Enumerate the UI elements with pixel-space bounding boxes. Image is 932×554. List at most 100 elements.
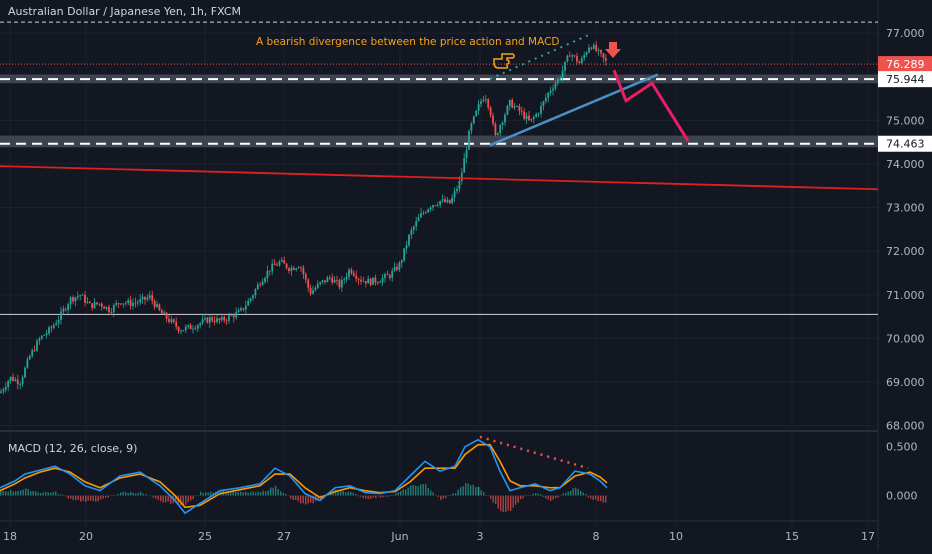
macd-histogram-bar [197, 495, 199, 496]
macd-histogram-bar [240, 491, 242, 496]
time-axis[interactable]: 18 20 25 27 Jun 3 8 10 15 17 [3, 530, 875, 543]
candle-body [100, 303, 103, 307]
macd-histogram-bar [485, 494, 487, 496]
macd-histogram-bar [32, 491, 34, 496]
candle-body [28, 356, 31, 360]
time-tick-label: 18 [3, 530, 17, 543]
candle-body [180, 331, 182, 333]
macd-histogram-bar [515, 495, 517, 505]
macd-histogram-bar [10, 490, 12, 496]
macd-histogram-bar [185, 495, 187, 505]
candle-body [146, 297, 149, 300]
candle-body [40, 335, 43, 339]
candle-body [338, 280, 341, 288]
candle-body [21, 377, 24, 385]
candle-body [408, 234, 410, 246]
candle-body [472, 116, 475, 124]
macd-histogram-bar [30, 491, 32, 496]
macd-axis[interactable]: 0.500 0.000 [886, 441, 918, 503]
candle-body [69, 297, 72, 305]
macd-histogram-bar [67, 495, 69, 499]
bearish-projection-path [612, 69, 690, 142]
macd-histogram-bar [217, 490, 219, 496]
macd-histogram-bar [235, 492, 237, 496]
candle-body [93, 302, 96, 309]
candle-body [535, 113, 538, 117]
macd-histogram-bar [317, 495, 319, 501]
candle-body [386, 274, 389, 276]
price-axis[interactable]: 77.00076.00075.00074.00073.00072.00071.0… [878, 27, 932, 433]
candle-body [477, 104, 480, 111]
macd-histogram-bar [520, 495, 522, 500]
macd-histogram-bar [497, 495, 499, 509]
macd-histogram-bar [147, 495, 149, 497]
macd-histogram-bar [257, 491, 259, 496]
macd-histogram-bar [82, 495, 84, 501]
macd-histogram-bar [360, 495, 362, 497]
candle-body [448, 199, 451, 204]
candle-body [564, 61, 566, 71]
candle-body [460, 172, 463, 181]
macd-lower-high-line [479, 435, 589, 470]
candle-body [374, 277, 377, 283]
candle-body [38, 338, 41, 341]
candle-body [153, 300, 156, 308]
candle-body [232, 315, 235, 318]
macd-histogram-bar [507, 495, 509, 511]
macd-histogram-bar [150, 495, 152, 497]
candle-body [468, 130, 470, 150]
time-tick-label: Jun [390, 530, 408, 543]
macd-histogram-bar [242, 492, 244, 496]
macd-histogram-bar [95, 495, 97, 502]
candle-body [446, 199, 449, 203]
macd-histogram-bar [132, 492, 134, 496]
macd-histogram-bar [252, 491, 254, 496]
macd-histogram-bar [47, 492, 49, 496]
candle-body [537, 113, 540, 115]
candle-body [280, 260, 283, 262]
candle-body [348, 269, 350, 277]
macd-histogram-bar [225, 492, 227, 496]
candle-body [571, 55, 574, 57]
macd-histogram-bar [265, 491, 267, 496]
candle-body [43, 335, 46, 336]
divergence-annotation: A bearish divergence between the price a… [256, 36, 560, 48]
candle-body [403, 248, 406, 261]
macd-histogram-bar [387, 495, 389, 497]
candle-body [9, 376, 12, 382]
macd-histogram-bar [192, 495, 194, 500]
price-label-box [878, 135, 932, 152]
macd-histogram-bar [80, 495, 82, 502]
candle-body [540, 105, 542, 114]
candle-body [237, 310, 240, 313]
candle-body [60, 311, 62, 321]
candle-body [225, 320, 228, 322]
macd-histogram-bar [565, 492, 567, 496]
macd-histogram-bar [362, 495, 364, 499]
candle-body [364, 280, 367, 284]
candle-body [451, 197, 454, 204]
macd-histogram-bar [165, 495, 167, 503]
macd-histogram-bar [40, 493, 42, 496]
macd-histogram-bar [582, 492, 584, 496]
macd-histogram-bar [392, 494, 394, 496]
macd-histogram-bar [72, 495, 74, 500]
candle-body [580, 58, 583, 64]
candle-body [384, 274, 386, 278]
price-label-box [878, 56, 932, 73]
macd-histogram-bar [227, 491, 229, 496]
macd-histogram-bar [595, 495, 597, 500]
macd-histogram-bar [262, 490, 264, 496]
macd-histogram-bar [290, 495, 292, 499]
macd-histogram-bar [190, 495, 192, 501]
candle-body [201, 319, 204, 324]
candle-body [52, 325, 55, 328]
candle-body [240, 308, 242, 311]
macd-histogram-bar [35, 491, 37, 496]
macd-histogram-bar [435, 495, 437, 496]
candle-body [321, 280, 324, 283]
candle-body [504, 114, 506, 123]
time-tick-label: 10 [669, 530, 683, 543]
macd-histogram-bar [517, 495, 519, 503]
